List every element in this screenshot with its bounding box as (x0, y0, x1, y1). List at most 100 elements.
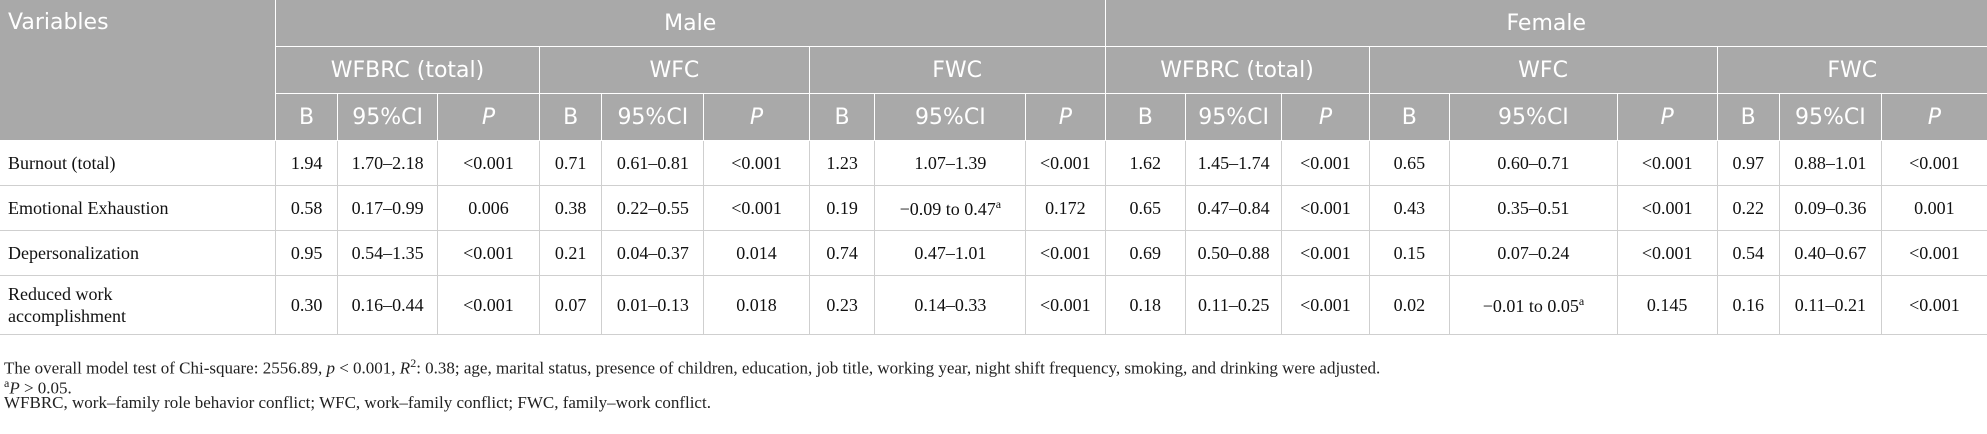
cell-value: 0.65 (1393, 152, 1426, 173)
table-cell: 0.11–0.25 (1184, 275, 1282, 335)
cell-value: <0.001 (463, 242, 514, 263)
note-text: The overall model test of Chi-square: 25… (4, 358, 327, 378)
table-cell: <0.001 (436, 140, 540, 186)
table-cell: 0.43 (1368, 185, 1450, 231)
table-cell: 0.07–0.24 (1449, 230, 1618, 276)
table-cell: 0.145 (1616, 275, 1718, 335)
row-label-line: accomplishment (8, 306, 126, 326)
table-cell: <0.001 (703, 140, 810, 186)
cell-value: 0.172 (1045, 197, 1086, 218)
cell-value: 0.006 (468, 197, 509, 218)
table-cell: 0.97 (1716, 140, 1780, 186)
cell-value: <0.001 (463, 152, 514, 173)
measure-header-female-fwc: FWC (1716, 46, 1987, 94)
cell-value: <0.001 (1300, 152, 1351, 173)
table-cell: 0.09–0.36 (1778, 185, 1882, 231)
table-cell: 0.74 (808, 230, 875, 276)
table-cell: 1.70–2.18 (337, 140, 438, 186)
stat-header-p: P (436, 93, 540, 141)
row-label: Burnout (total) (0, 140, 276, 186)
table-cell: <0.001 (1880, 140, 1987, 186)
cell-value: 1.07–1.39 (914, 152, 987, 173)
cell-value: <0.001 (1040, 242, 1091, 263)
table-cell: 0.54 (1716, 230, 1780, 276)
measure-header-male-fwc: FWC (808, 46, 1106, 94)
table-row: Burnout (total) 1.94 1.70–2.18 <0.001 0.71 0.… (0, 140, 1987, 186)
note-significance: aP > 0.05. (4, 373, 1380, 398)
cell-value: 1.94 (290, 152, 323, 173)
note-p-symbol: P (9, 378, 20, 398)
cell-value: <0.001 (1641, 197, 1693, 218)
p-symbol: P (1058, 104, 1072, 130)
cell-value: 0.22–0.55 (616, 197, 689, 218)
cell-value: 0.60–0.71 (1497, 152, 1570, 173)
group-header-male: Male (274, 0, 1106, 47)
measure-header-female-wfc: WFC (1368, 46, 1718, 94)
cell-value: <0.001 (731, 152, 782, 173)
cell-value: <0.001 (1909, 242, 1960, 263)
cell-value: 0.54–1.35 (351, 242, 424, 263)
cell-value: 0.145 (1646, 294, 1688, 315)
table-cell: <0.001 (1025, 140, 1106, 186)
table-cell: 0.14–0.33 (874, 275, 1026, 335)
table-cell: 0.88–1.01 (1778, 140, 1882, 186)
note-text: : 0.38; age, marital status, presence of… (416, 358, 1381, 378)
table-cell: 0.16 (1716, 275, 1780, 335)
stat-header-row: B 95%CI P B 95%CI P B 95%CI P B 95%CI P B 95%CI P B 95%C… (0, 93, 1987, 141)
table-cell: <0.001 (1616, 140, 1718, 186)
cell-value: 0.16–0.44 (351, 294, 424, 315)
group-header-female: Female (1104, 0, 1987, 47)
table-cell: 1.23 (808, 140, 875, 186)
cell-value: <0.001 (1909, 152, 1960, 173)
stat-header-p: P (703, 93, 810, 141)
table-cell: 0.22–0.55 (601, 185, 704, 231)
table-cell: 0.50–0.88 (1184, 230, 1282, 276)
cell-value: −0.09 to 0.47 (899, 198, 996, 219)
table-cell: 0.69 (1104, 230, 1186, 276)
cell-value: 0.14–0.33 (914, 294, 987, 315)
table-cell: 0.61–0.81 (601, 140, 704, 186)
cell-value: <0.001 (1300, 242, 1351, 263)
table-cell: 1.94 (274, 140, 338, 186)
table-cell: 0.40–0.67 (1778, 230, 1882, 276)
cell-value: 1.23 (826, 152, 858, 173)
table-cell: 0.11–0.21 (1778, 275, 1882, 335)
cell-value: 0.04–0.37 (616, 242, 689, 263)
stat-header-b: B (1104, 93, 1186, 141)
table-cell: 0.30 (274, 275, 338, 335)
table-notes: The overall model test of Chi-square: 25… (4, 353, 1380, 413)
table-cell: 0.38 (538, 185, 602, 231)
cell-value: <0.001 (1300, 294, 1351, 315)
note-p-symbol: p (326, 358, 335, 378)
cell-value: 1.45–1.74 (1197, 152, 1270, 173)
cell-value: 0.38 (554, 197, 587, 218)
cell-value: 0.01–0.13 (616, 294, 689, 315)
table-cell: 1.62 (1104, 140, 1186, 186)
table-cell: <0.001 (1025, 230, 1106, 276)
table-cell: 0.21 (538, 230, 602, 276)
table-cell: 1.45–1.74 (1184, 140, 1282, 186)
cell-value: 0.88–1.01 (1794, 152, 1867, 173)
stat-header-p: P (1281, 93, 1370, 141)
measure-header-male-wfbrc: WFBRC (total) (274, 46, 540, 94)
note-text: < 0.001, (334, 358, 400, 378)
stat-header-ci: 95%CI (337, 93, 438, 141)
p-symbol: P (749, 104, 764, 130)
cell-value: <0.001 (1040, 294, 1091, 315)
cell-value: 0.47–0.84 (1197, 197, 1270, 218)
table-cell: 0.60–0.71 (1449, 140, 1618, 186)
row-label: Emotional Exhaustion (0, 185, 276, 231)
table-cell: 0.07 (538, 275, 602, 335)
table-cell: 0.001 (1880, 185, 1987, 231)
cell-value: <0.001 (1641, 152, 1693, 173)
cell-value: 0.40–0.67 (1794, 242, 1867, 263)
cell-value: 0.71 (554, 152, 587, 173)
cell-value: 0.16 (1732, 294, 1764, 315)
cell-value: 0.74 (826, 242, 858, 263)
p-symbol: P (1927, 104, 1942, 130)
cell-value: 1.70–2.18 (351, 152, 424, 173)
table-body: Burnout (total) 1.94 1.70–2.18 <0.001 0.71 0.… (0, 140, 1987, 335)
table-cell: 0.54–1.35 (337, 230, 438, 276)
cell-value: 0.97 (1732, 152, 1764, 173)
